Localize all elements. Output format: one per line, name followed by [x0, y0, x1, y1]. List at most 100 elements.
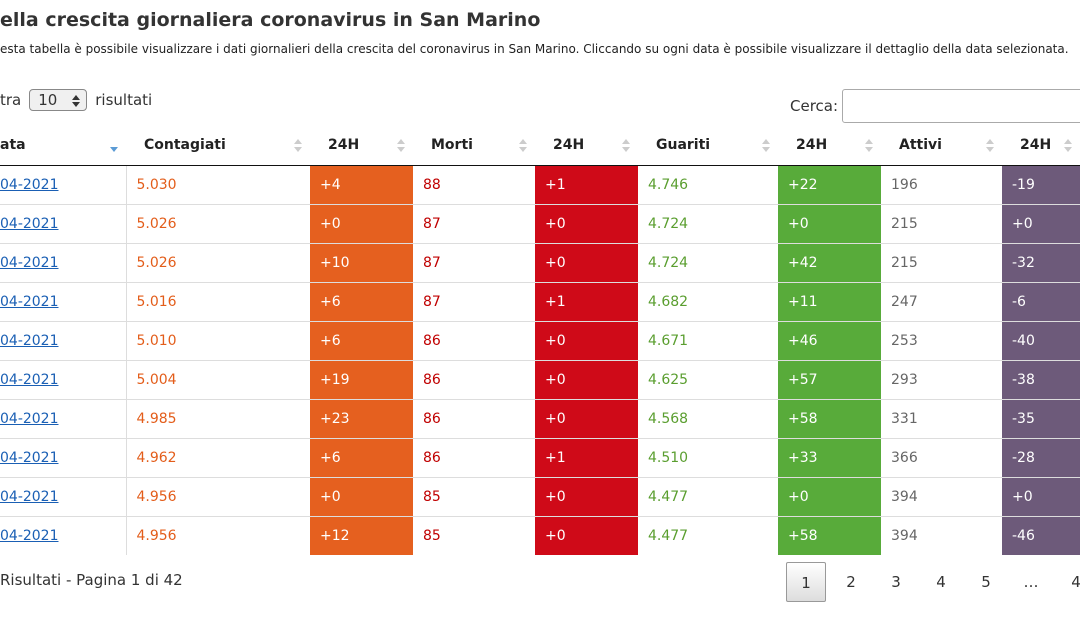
- page-button[interactable]: 4: [1071, 573, 1080, 591]
- sort-icon-down: [986, 147, 994, 152]
- sort-icon-down: [762, 147, 770, 152]
- page-button[interactable]: 2: [846, 573, 856, 591]
- pagination: 1 2 3 4 5 … 4: [786, 562, 1080, 602]
- table-cell: -28: [1002, 438, 1080, 478]
- table-cell: 5.010: [126, 321, 310, 361]
- table-cell: +1: [535, 165, 638, 205]
- table-cell: +0: [535, 516, 638, 555]
- page-button[interactable]: 5: [981, 573, 991, 591]
- length-prefix: tra: [0, 91, 22, 109]
- table-cell: +0: [310, 204, 413, 244]
- column-header[interactable]: 24H: [310, 125, 413, 166]
- page-button[interactable]: 1: [786, 562, 826, 602]
- table-cell: 04-2021: [0, 399, 127, 439]
- table-cell: +57: [778, 360, 881, 400]
- date-link[interactable]: 04-2021: [0, 372, 59, 388]
- table-cell: 215: [881, 204, 1002, 244]
- table-cell: +0: [535, 360, 638, 400]
- date-link[interactable]: 04-2021: [0, 411, 59, 427]
- table-cell: 4.956: [126, 516, 310, 555]
- table-cell: 86: [413, 438, 535, 478]
- table-cell: 4.625: [638, 360, 778, 400]
- table-cell: +0: [1002, 477, 1080, 517]
- table-cell: +58: [778, 399, 881, 439]
- date-link[interactable]: 04-2021: [0, 489, 59, 505]
- table-cell: 86: [413, 321, 535, 361]
- table-cell: +0: [535, 204, 638, 244]
- date-link[interactable]: 04-2021: [0, 255, 59, 271]
- length-menu: tra 10 risultati: [0, 89, 152, 111]
- column-header[interactable]: 24H: [1002, 125, 1080, 166]
- table-row: 04-2021 5.010 +6 86 +0 4.671 +46 253 -40: [0, 321, 1080, 361]
- column-header[interactable]: Guariti: [638, 125, 778, 166]
- length-suffix: risultati: [95, 91, 153, 109]
- table-cell: +33: [778, 438, 881, 478]
- table-row: 04-2021 5.026 +10 87 +0 4.724 +42 215 -32: [0, 243, 1080, 283]
- table-cell: +1: [535, 282, 638, 322]
- table-cell: 04-2021: [0, 165, 127, 205]
- page-title: ella crescita giornaliera coronavirus in…: [0, 9, 541, 31]
- page-button[interactable]: 4: [936, 573, 946, 591]
- column-header[interactable]: Attivi: [881, 125, 1002, 166]
- table-row: 04-2021 5.016 +6 87 +1 4.682 +11 247 -6: [0, 282, 1080, 322]
- table-cell: 215: [881, 243, 1002, 283]
- table-cell: 4.682: [638, 282, 778, 322]
- table-cell: 4.477: [638, 516, 778, 555]
- table-cell: 04-2021: [0, 243, 127, 283]
- sort-icon-up: [519, 139, 527, 144]
- date-link[interactable]: 04-2021: [0, 177, 59, 193]
- date-link[interactable]: 04-2021: [0, 216, 59, 232]
- table-cell: 4.724: [638, 243, 778, 283]
- table-cell: 4.985: [126, 399, 310, 439]
- table-cell: -6: [1002, 282, 1080, 322]
- table-row: 04-2021 4.985 +23 86 +0 4.568 +58 331 -35: [0, 399, 1080, 439]
- table-cell: +6: [310, 438, 413, 478]
- table-cell: +19: [310, 360, 413, 400]
- table-cell: 04-2021: [0, 477, 127, 517]
- table-cell: -32: [1002, 243, 1080, 283]
- table-cell: 4.510: [638, 438, 778, 478]
- table-cell: 04-2021: [0, 282, 127, 322]
- date-link[interactable]: 04-2021: [0, 528, 59, 544]
- table-cell: +12: [310, 516, 413, 555]
- column-header[interactable]: Contagiati: [126, 125, 310, 166]
- table-row: 04-2021 5.030 +4 88 +1 4.746 +22 196 -19: [0, 165, 1080, 205]
- table-cell: 87: [413, 243, 535, 283]
- sort-icon-up: [294, 139, 302, 144]
- date-link[interactable]: 04-2021: [0, 333, 59, 349]
- table-cell: +0: [535, 477, 638, 517]
- date-link[interactable]: 04-2021: [0, 450, 59, 466]
- table-cell: 87: [413, 282, 535, 322]
- table-cell: +10: [310, 243, 413, 283]
- column-header[interactable]: 24H: [778, 125, 881, 166]
- table-cell: 331: [881, 399, 1002, 439]
- table-cell: 88: [413, 165, 535, 205]
- search: Cerca:: [790, 89, 1080, 123]
- table-cell: +6: [310, 282, 413, 322]
- table-cell: +4: [310, 165, 413, 205]
- search-label: Cerca:: [790, 97, 839, 115]
- subtitle: esta tabella è possibile visualizzare i …: [0, 42, 1069, 56]
- page-button[interactable]: 3: [891, 573, 901, 591]
- sort-icon-up: [622, 139, 630, 144]
- table-cell: 253: [881, 321, 1002, 361]
- table-cell: 4.962: [126, 438, 310, 478]
- sort-icon-up: [762, 139, 770, 144]
- table-row: 04-2021 4.956 +0 85 +0 4.477 +0 394 +0: [0, 477, 1080, 517]
- column-header[interactable]: ata: [0, 125, 126, 166]
- table-cell: 5.016: [126, 282, 310, 322]
- page-button[interactable]: …: [1023, 573, 1039, 591]
- table-cell: +0: [535, 243, 638, 283]
- sort-icon-down: [110, 147, 118, 152]
- column-header[interactable]: Morti: [413, 125, 535, 166]
- table-info: Risultati - Pagina 1 di 42: [0, 571, 183, 589]
- table-cell: -46: [1002, 516, 1080, 555]
- length-select[interactable]: 10: [29, 89, 88, 111]
- table-cell: +42: [778, 243, 881, 283]
- search-input[interactable]: [842, 89, 1080, 123]
- date-link[interactable]: 04-2021: [0, 294, 59, 310]
- column-header[interactable]: 24H: [535, 125, 638, 166]
- table-cell: 04-2021: [0, 438, 127, 478]
- table-cell: 04-2021: [0, 204, 127, 244]
